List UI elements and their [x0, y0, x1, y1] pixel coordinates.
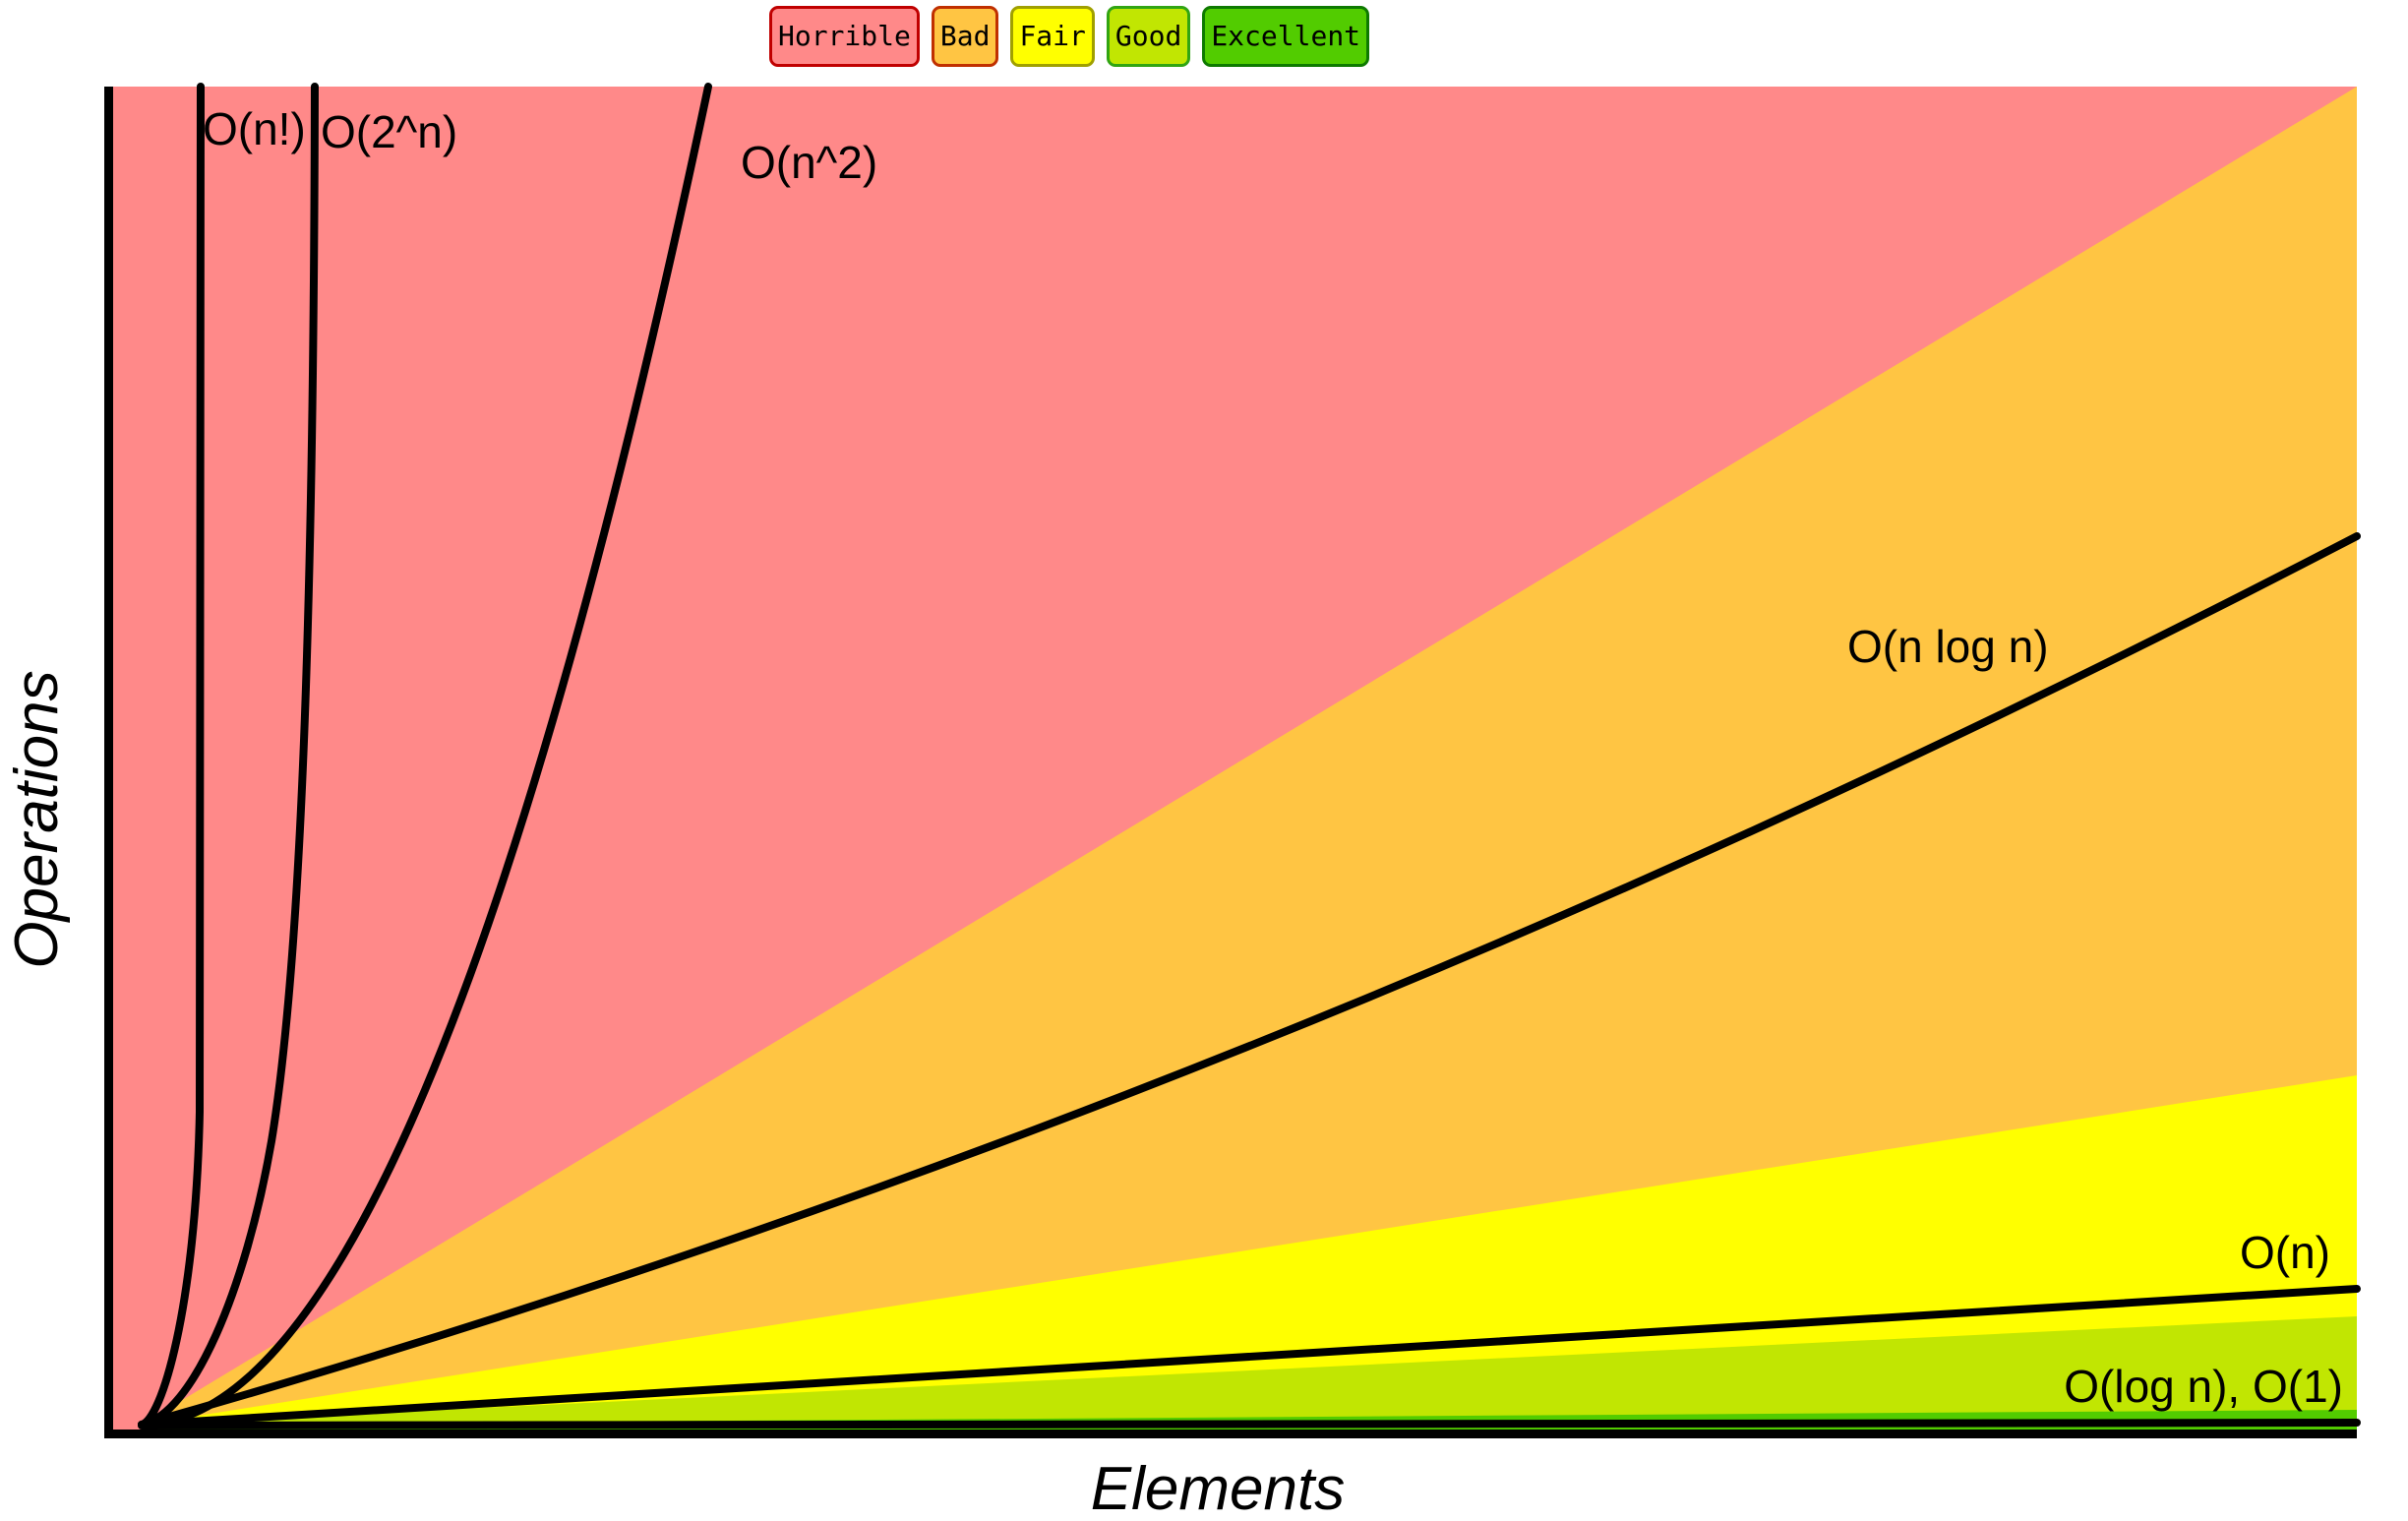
curve-o-n-log-n [138, 532, 2361, 1429]
legend-badge-bad-label: Bad [939, 20, 991, 52]
x-axis-line [104, 1430, 2357, 1438]
legend: Horrible Bad Fair Good Excellent [769, 6, 1370, 68]
region-bad [142, 87, 2357, 1430]
curve-o-n [138, 1285, 2361, 1429]
legend-badge-fair: Fair [1010, 6, 1095, 68]
label-o-n-log-n: O(n log n) [1847, 621, 2049, 672]
legend-badge-good-label: Good [1114, 20, 1182, 52]
legend-badge-horrible: Horrible [769, 6, 920, 68]
curve-o-n-squared [138, 83, 712, 1429]
label-o-2-pow-n: O(2^n) [321, 106, 457, 157]
legend-badge-fair-label: Fair [1019, 20, 1086, 52]
x-axis-label: Elements [1091, 1455, 1345, 1521]
curve-o-n-factorial [138, 83, 205, 1429]
legend-badge-horrible-label: Horrible [778, 20, 911, 52]
label-o-n: O(n) [2240, 1227, 2330, 1278]
legend-badge-bad: Bad [931, 6, 999, 68]
y-axis-label: Operations [3, 670, 71, 968]
legend-badge-good: Good [1106, 6, 1191, 68]
label-o-log-n-o-1: O(log n), O(1) [2064, 1361, 2343, 1412]
y-axis-line [104, 87, 113, 1438]
curve-o-log-n-o-1 [138, 1419, 2361, 1430]
region-good [142, 1316, 2357, 1430]
legend-badge-excellent: Excellent [1202, 6, 1370, 68]
region-fair [142, 1075, 2357, 1430]
label-o-n-squared: O(n^2) [741, 137, 877, 188]
curve-o-2-pow-n [138, 83, 319, 1429]
label-o-n-factorial: O(n!) [203, 103, 306, 154]
legend-badge-excellent-label: Excellent [1211, 20, 1361, 52]
